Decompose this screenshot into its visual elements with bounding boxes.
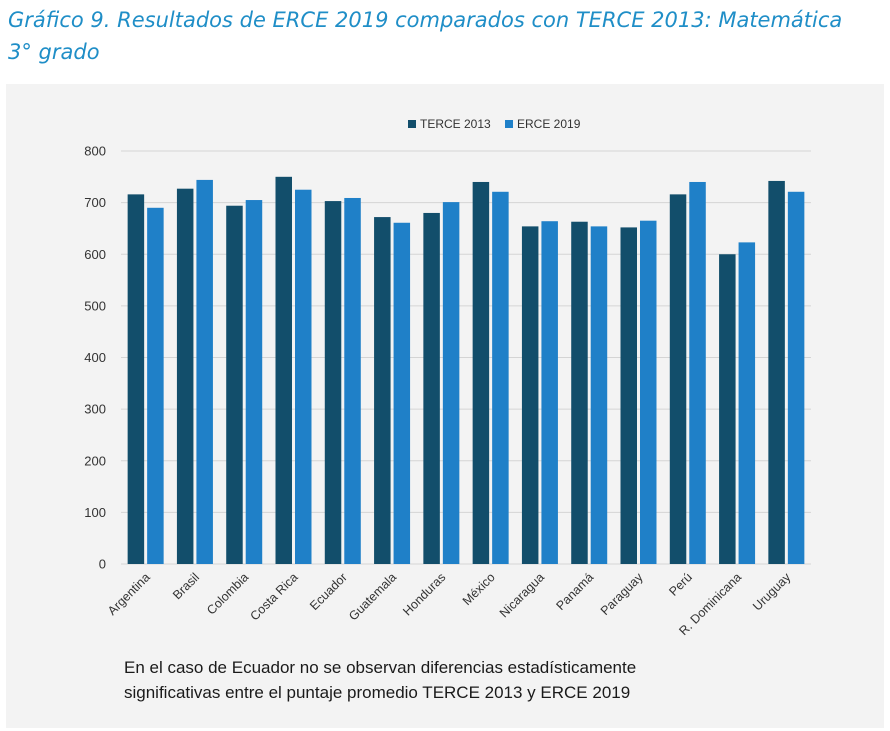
note-line1: En el caso de Ecuador no se observan dif… [124,658,637,677]
y-tick-label-0: 0 [99,557,106,572]
bar-erce-2019-1 [196,179,213,564]
bar-erce-2019-10 [640,220,657,564]
bar-erce-2019-13 [787,191,805,564]
note-line2: significativas entre el puntaje promedio… [124,683,631,702]
bar-erce-2019-4 [344,197,361,564]
bar-terce-2013-4 [324,201,342,565]
y-tick-label-200: 200 [84,453,106,468]
x-tick-label-10: Paraguay [598,570,646,618]
bar-terce-2013-8 [521,226,539,564]
y-tick-label-500: 500 [84,298,106,313]
bar-erce-2019-11 [689,181,706,564]
bar-terce-2013-5 [374,217,391,564]
legend-label-terce-2013: TERCE 2013 [420,117,491,131]
bar-terce-2013-10 [620,227,637,564]
y-tick-label-700: 700 [84,195,106,210]
bar-erce-2019-6 [442,202,460,564]
bar-terce-2013-11 [669,194,687,564]
y-tick-label-600: 600 [84,247,106,262]
x-tick-label-9: Panamá [554,570,597,613]
bar-erce-2019-5 [393,222,411,565]
bar-terce-2013-3 [275,176,292,564]
bar-terce-2013-7 [472,181,490,564]
chart-note: En el caso de Ecuador no se observan dif… [124,655,824,705]
bar-erce-2019-8 [541,221,558,564]
bar-terce-2013-9 [571,221,588,564]
x-tick-label-0: Argentina [105,570,153,618]
chart-title: Gráfico 9. Resultados de ERCE 2019 compa… [8,4,883,68]
bar-terce-2013-0 [127,194,145,564]
bar-erce-2019-12 [738,242,756,564]
bar-erce-2019-3 [295,189,312,564]
x-tick-label-11: Perú [666,570,695,599]
y-tick-label-300: 300 [84,402,106,417]
bar-terce-2013-2 [226,205,243,564]
x-tick-label-2: Colombia [204,570,251,617]
x-tick-label-3: Costa Rica [247,570,300,623]
y-tick-label-800: 800 [84,144,106,159]
bar-erce-2019-7 [492,191,509,564]
legend-label-erce-2019: ERCE 2019 [517,117,581,131]
x-tick-label-1: Brasil [170,570,202,602]
bar-terce-2013-1 [176,188,194,564]
bar-erce-2019-2 [245,200,263,564]
chart-panel: 0 100 200 300 400 500 600 700 800 Argentina Brasil… [6,84,884,728]
x-tick-label-6: Honduras [400,570,448,618]
chart-title-line2: 3° grado [8,40,100,64]
legend-swatch-erce-2019 [505,120,513,128]
x-tick-label-7: México [460,570,498,608]
x-tick-label-4: Ecuador [307,570,350,613]
bar-terce-2013-6 [423,212,440,564]
bar-terce-2013-12 [719,254,736,564]
chart-title-line1: Gráfico 9. Resultados de ERCE 2019 compa… [8,8,843,32]
y-tick-label-100: 100 [84,505,106,520]
bar-erce-2019-9 [590,226,608,564]
bar-erce-2019-0 [147,207,164,564]
legend-swatch-terce-2013 [408,120,416,128]
y-tick-label-400: 400 [84,350,106,365]
x-tick-label-5: Guatemala [346,570,399,623]
bar-terce-2013-13 [768,180,785,564]
x-tick-label-13: Uruguay [750,570,794,614]
x-tick-label-8: Nicaragua [497,570,547,620]
bar-chart: 0 100 200 300 400 500 600 700 800 Argentina Brasil… [84,117,811,638]
